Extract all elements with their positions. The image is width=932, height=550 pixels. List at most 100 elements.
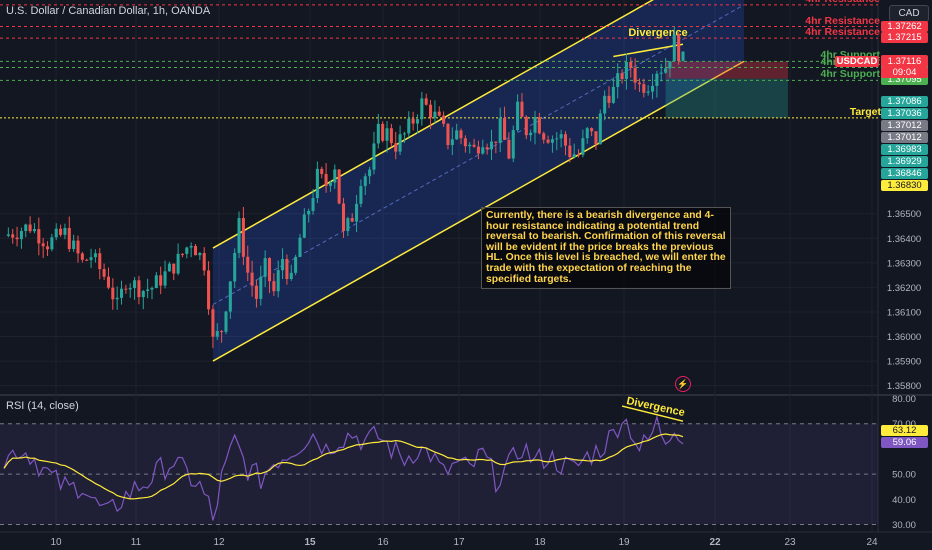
candle-body xyxy=(363,176,367,187)
rsi-title: RSI (14, close) xyxy=(6,400,79,412)
channel-upper-line xyxy=(212,0,655,249)
candle-body xyxy=(376,123,380,144)
channel-lower-line xyxy=(212,60,745,362)
candle-body xyxy=(294,256,298,273)
candle-body xyxy=(311,198,315,211)
candle-body xyxy=(337,169,341,204)
candle-body xyxy=(324,174,328,186)
candle-body xyxy=(664,68,668,73)
candle-body xyxy=(381,123,385,141)
trend-channel: Divergence xyxy=(212,0,745,362)
lightning-icon[interactable]: ⚡ xyxy=(675,376,691,392)
rsi-line xyxy=(3,414,684,521)
candle-body xyxy=(394,143,398,152)
candle-body xyxy=(215,331,219,337)
candle-body xyxy=(250,272,254,286)
level-price-tag: 1.37262 xyxy=(881,20,928,32)
candle-body xyxy=(563,134,568,146)
axes: 10 11 12 15 16 17 18 19 22 23 24 1.36500 1.36400 1.36… xyxy=(50,209,921,548)
y-tick-label: 1.35800 xyxy=(887,381,921,392)
candle-body xyxy=(672,34,676,62)
y-tick-label: 1.36500 xyxy=(887,209,921,220)
x-tick-label: 22 xyxy=(709,537,721,548)
x-tick-label: 10 xyxy=(50,537,62,548)
x-tick-label: 19 xyxy=(618,537,630,548)
candle-body xyxy=(616,73,620,87)
position-price-tag: 1.36830 xyxy=(881,180,928,191)
candle-body xyxy=(41,243,45,247)
position-price-tag: 1.37012 xyxy=(881,132,928,143)
candle-body xyxy=(19,231,23,240)
candle-body xyxy=(516,101,520,131)
candle-body xyxy=(346,218,350,232)
position-price-tag: 1.36983 xyxy=(881,144,928,155)
candle-body xyxy=(46,246,50,250)
candle-body xyxy=(433,111,437,118)
candle-body xyxy=(259,276,263,299)
candle-body xyxy=(93,253,97,258)
candle-body xyxy=(50,237,54,250)
candle-body xyxy=(372,143,376,170)
candles xyxy=(6,26,685,349)
level-label: 4hr Resistance xyxy=(805,26,880,39)
candle-body xyxy=(668,61,672,69)
candle-body xyxy=(537,117,541,134)
position-price-tag: 1.37086 xyxy=(881,96,928,107)
candle-body xyxy=(455,130,459,140)
candle-body xyxy=(254,285,258,299)
candle-body xyxy=(80,253,84,260)
candle-body xyxy=(555,138,559,140)
candle-body xyxy=(533,117,537,133)
candle-body xyxy=(468,144,472,147)
candle-body xyxy=(646,91,650,93)
take-profit-box xyxy=(665,78,788,118)
candle-body xyxy=(185,247,189,254)
candle-body xyxy=(11,234,15,238)
y-tick-label: 1.36400 xyxy=(887,234,921,245)
y-tick-label: 1.36200 xyxy=(887,283,921,294)
candle-body xyxy=(159,275,163,286)
currency-badge[interactable]: CAD xyxy=(889,5,929,22)
candle-body xyxy=(128,288,132,290)
candle-body xyxy=(176,253,180,274)
candle-body xyxy=(237,217,241,253)
candle-body xyxy=(285,259,289,279)
candle-body xyxy=(415,119,420,124)
candle-body xyxy=(642,84,646,93)
x-tick-label: 18 xyxy=(534,537,546,548)
rsi-divergence-line xyxy=(621,405,684,422)
countdown-tag: 09:04 xyxy=(881,67,928,78)
level-price-tag: 1.37095 xyxy=(881,74,928,86)
candle-body xyxy=(141,290,145,298)
candle-body xyxy=(98,253,102,270)
candle-body xyxy=(572,154,576,158)
candle-body xyxy=(32,229,36,232)
candle-body xyxy=(228,281,232,312)
candle-body xyxy=(211,309,215,337)
candle-body xyxy=(655,73,659,86)
candle-body xyxy=(550,139,554,143)
position-boxes xyxy=(665,61,788,118)
candle-body xyxy=(620,73,624,80)
symbol-name: USDCAD xyxy=(836,56,878,67)
candle-body xyxy=(677,34,681,62)
rsi-y-tick-label: 80.00 xyxy=(892,394,916,405)
rsi-y-tick-label: 30.00 xyxy=(892,520,916,531)
candle-body xyxy=(302,214,306,238)
candle-body xyxy=(72,240,76,249)
candle-body xyxy=(350,218,354,222)
y-tick-label: 1.36000 xyxy=(887,332,921,343)
candle-body xyxy=(220,331,224,333)
stop-loss-box xyxy=(665,61,788,79)
position-price-tag: 1.36846 xyxy=(881,168,928,179)
candle-body xyxy=(489,141,494,150)
candle-body xyxy=(89,257,93,261)
candle-body xyxy=(6,234,10,236)
candle-body xyxy=(76,240,80,254)
candle-body xyxy=(163,271,167,286)
candle-body xyxy=(233,252,237,282)
candle-body xyxy=(629,62,633,69)
candle-body xyxy=(137,280,141,298)
